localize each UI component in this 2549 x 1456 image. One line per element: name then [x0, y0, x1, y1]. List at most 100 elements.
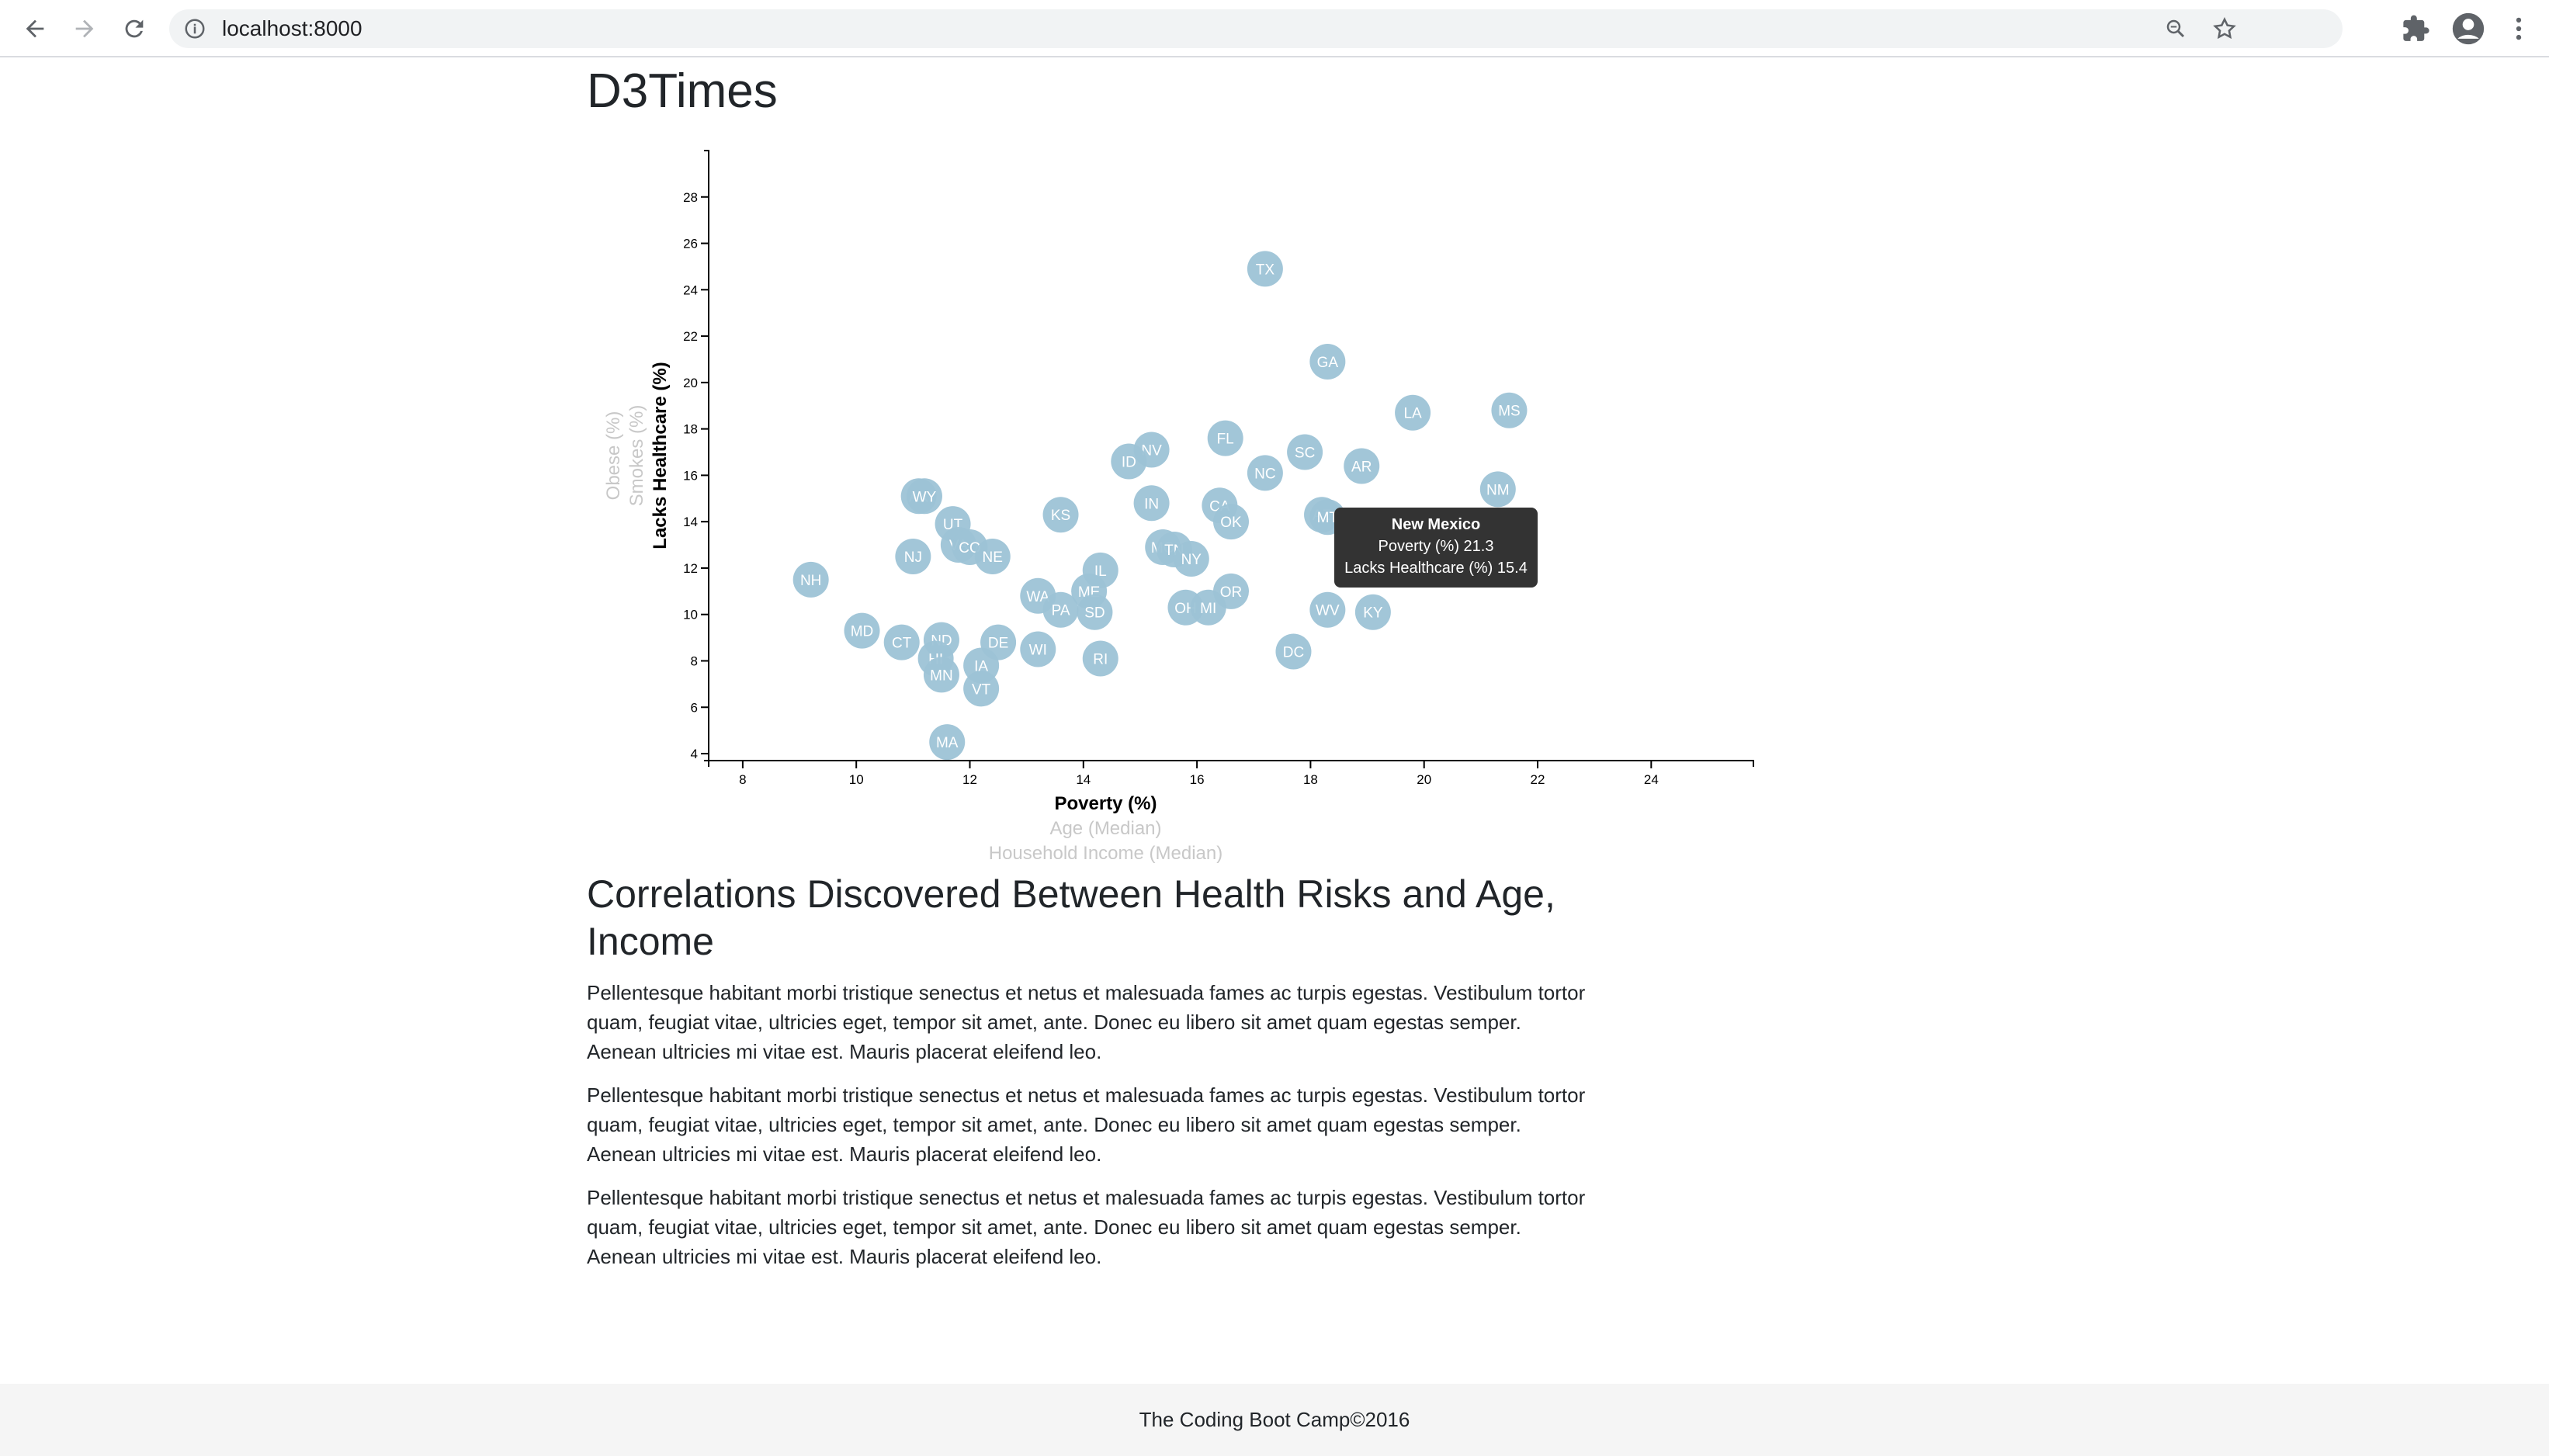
y-axis: 4 6 8 10 12 14 16 18 20 22 24 26 28: [683, 150, 709, 761]
x-tick-label: 22: [1531, 772, 1545, 787]
x-axis: 8 10 12 14 16 18 20 22 24: [708, 760, 1754, 787]
state-circle[interactable]: [1287, 434, 1323, 470]
puzzle-icon[interactable]: [2402, 14, 2431, 43]
state-circle[interactable]: [895, 539, 931, 575]
zoom-icon[interactable]: [2164, 17, 2187, 40]
y-tick-label: 12: [683, 561, 698, 576]
page-title: D3Times: [587, 64, 778, 118]
state-label: WA: [1026, 589, 1049, 605]
star-icon[interactable]: [2211, 16, 2238, 42]
state-circle[interactable]: [1275, 633, 1312, 670]
state-circle[interactable]: [1077, 594, 1113, 630]
state-label: NV: [1141, 443, 1162, 459]
x-axis-label-option[interactable]: Age (Median): [1049, 818, 1161, 839]
y-axis-line: [704, 150, 709, 761]
state-label: RI: [1093, 652, 1108, 668]
state-circle[interactable]: [1309, 591, 1346, 628]
y-axis-label-option[interactable]: Lacks Healthcare (%): [650, 362, 671, 549]
state-circle[interactable]: [1309, 343, 1346, 380]
scatter-chart: 4 6 8 10 12 14 16 18 20 22 24 26 28 8 10 12 14 16 18 20 22 2…: [587, 140, 1767, 869]
state-circle[interactable]: [1173, 540, 1209, 577]
state-circle[interactable]: [1354, 594, 1391, 630]
x-axis-label-option[interactable]: Poverty (%): [1054, 793, 1157, 814]
x-tick-label: 24: [1644, 772, 1659, 787]
state-label: OK: [1220, 515, 1242, 531]
state-circle[interactable]: [1111, 443, 1147, 480]
state-circle[interactable]: [963, 671, 1000, 707]
state-circle[interactable]: [1247, 455, 1283, 491]
tooltip-x-value: Poverty (%) 21.3: [1378, 538, 1494, 555]
state-label: MI: [1200, 601, 1216, 617]
state-circle[interactable]: [1020, 631, 1056, 667]
state-circle[interactable]: [923, 657, 959, 693]
state-label: WV: [1316, 603, 1340, 619]
state-label: AR: [1351, 459, 1372, 475]
state-label: NH: [800, 573, 821, 589]
kebab-menu-icon[interactable]: [2504, 14, 2533, 43]
back-arrow-icon[interactable]: [19, 12, 51, 45]
address-bar[interactable]: localhost:8000: [169, 9, 2343, 48]
y-tick-label: 24: [683, 283, 698, 297]
y-tick-label: 14: [683, 515, 698, 529]
state-circle[interactable]: [1133, 485, 1170, 522]
state-label: VT: [972, 681, 991, 698]
state-label: FL: [1217, 432, 1234, 448]
state-circle[interactable]: [929, 724, 966, 761]
article-paragraph: Pellentesque habitant morbi tristique se…: [587, 1186, 1586, 1268]
state-label: DE: [988, 636, 1008, 652]
state-circle[interactable]: [1207, 420, 1243, 456]
tooltip-y-value: Lacks Healthcare (%) 15.4: [1344, 560, 1528, 577]
chart-svg: 4 6 8 10 12 14 16 18 20 22 24 26 28 8 10 12 14 16 18 20 22 2…: [603, 150, 1754, 864]
x-tick-label: 18: [1303, 772, 1318, 787]
y-axis-label-option[interactable]: Obese (%): [603, 411, 624, 501]
state-label: WY: [913, 489, 937, 505]
state-circle[interactable]: [792, 561, 829, 598]
state-circle[interactable]: [1042, 497, 1079, 533]
state-circle[interactable]: [883, 624, 920, 660]
x-axis-label-option[interactable]: Household Income (Median): [989, 843, 1223, 864]
state-label: MT: [1317, 510, 1339, 526]
state-circle[interactable]: [1247, 251, 1283, 287]
reload-icon[interactable]: [118, 12, 151, 45]
state-circle[interactable]: [1213, 504, 1249, 540]
y-axis-label-option[interactable]: Smokes (%): [626, 405, 647, 507]
state-circle[interactable]: [1491, 392, 1528, 428]
tooltip-title: New Mexico: [1391, 516, 1481, 533]
state-label: TX: [1256, 262, 1275, 278]
footer: The Coding Boot Camp©2016: [0, 1384, 2549, 1456]
url-text[interactable]: localhost:8000: [222, 16, 362, 40]
y-tick-label: 26: [683, 237, 698, 251]
y-tick-label: 28: [683, 190, 698, 205]
state-label: IN: [1144, 496, 1159, 512]
state-circle[interactable]: [974, 539, 1011, 575]
state-label: WI: [1029, 643, 1047, 659]
state-circle[interactable]: [1344, 448, 1380, 484]
state-circle[interactable]: [906, 478, 942, 515]
y-tick-label: 20: [683, 376, 698, 390]
state-circle[interactable]: [844, 612, 880, 649]
state-label: NY: [1181, 552, 1202, 568]
account-icon[interactable]: [2451, 12, 2485, 46]
x-tick-label: 12: [962, 772, 977, 787]
state-label: PA: [1052, 603, 1070, 619]
forward-arrow-icon[interactable]: [68, 12, 101, 45]
y-tick-label: 18: [683, 422, 698, 437]
state-label: LA: [1403, 406, 1422, 422]
state-label: SD: [1084, 605, 1105, 622]
axis-labels: Poverty (%) Age (Median) Household Income …: [603, 362, 1222, 864]
y-tick-label: 8: [691, 653, 698, 668]
state-label: NC: [1254, 466, 1275, 482]
y-tick-label: 4: [691, 747, 698, 761]
state-label: MS: [1498, 404, 1521, 420]
article-paragraph: Pellentesque habitant morbi tristique se…: [587, 981, 1586, 1063]
state-circle[interactable]: [1190, 589, 1226, 626]
state-label: MN: [930, 667, 953, 684]
x-tick-label: 16: [1190, 772, 1205, 787]
x-tick-label: 8: [739, 772, 746, 787]
state-circle[interactable]: [1395, 394, 1431, 431]
state-label: DC: [1283, 645, 1304, 661]
state-circle[interactable]: [1082, 640, 1118, 677]
info-icon[interactable]: [183, 17, 206, 40]
state-circle[interactable]: [1479, 471, 1516, 508]
state-circle[interactable]: [1042, 591, 1079, 628]
